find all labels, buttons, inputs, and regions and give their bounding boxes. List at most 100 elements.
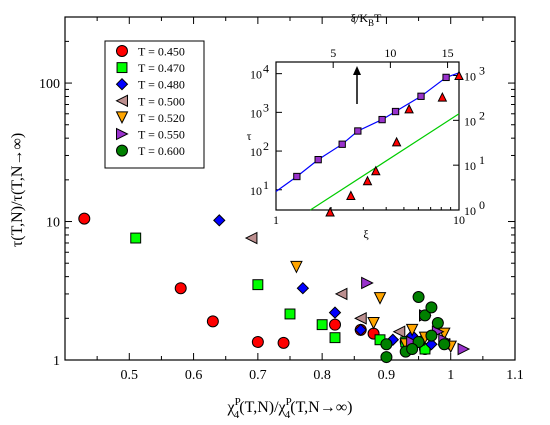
data-point-series-4 xyxy=(290,260,303,274)
data-point-series-0 xyxy=(78,212,91,225)
data-point-series-6 xyxy=(412,291,425,304)
inset-top-tick-label: 5 xyxy=(330,46,336,60)
x-tick-label: 0.9 xyxy=(378,368,396,383)
main-points xyxy=(78,212,471,364)
data-point-series-1 xyxy=(316,319,328,331)
inset-point-triangle xyxy=(454,70,464,80)
x-label-chi: χ xyxy=(227,399,236,416)
inset-right-tick-exponent: 3 xyxy=(479,63,485,77)
legend-marker-4 xyxy=(115,111,129,125)
legend-entry-0: T = 0.450 xyxy=(138,45,185,59)
x-label-sup-p2: P xyxy=(286,396,292,408)
legend: T = 0.450 T = 0.470 T = 0.480 T = 0.500 T = … xyxy=(104,40,205,169)
data-point-series-1 xyxy=(252,279,264,291)
x-label-sub-4b: 4 xyxy=(285,409,291,421)
inset-top-label-b: T xyxy=(374,11,382,25)
data-point-series-1 xyxy=(284,308,296,320)
inset-point-triangle xyxy=(325,206,335,217)
inset-arrow xyxy=(353,66,361,104)
x-tick-label: 1.1 xyxy=(506,368,524,383)
data-point-series-0 xyxy=(174,282,187,295)
inset-point-square xyxy=(417,92,425,100)
inset-lines xyxy=(275,72,460,211)
inset-right-tick-label: 10 xyxy=(464,69,476,83)
data-point-series-4 xyxy=(405,323,419,337)
data-point-series-6 xyxy=(431,317,444,330)
x-tick-label: 1 xyxy=(447,368,454,383)
data-point-series-6 xyxy=(425,329,438,342)
legend-entry-4: T = 0.520 xyxy=(138,111,185,125)
inset-y-tick-label: 10 xyxy=(250,184,262,198)
inset-point-square xyxy=(354,127,362,135)
data-point-series-2 xyxy=(354,323,367,337)
inset-point-triangle xyxy=(404,103,414,114)
inset-point-square xyxy=(442,73,450,82)
data-point-series-4 xyxy=(367,317,380,330)
inset-point-square xyxy=(391,107,400,116)
data-point-series-6 xyxy=(406,343,419,356)
inset-right-tick-exponent: 2 xyxy=(479,108,485,122)
inset-point-square xyxy=(293,172,301,181)
inset-point-triangle xyxy=(362,175,373,186)
data-point-series-1 xyxy=(130,232,142,244)
data-point-series-0 xyxy=(206,315,219,328)
data-point-series-2 xyxy=(425,338,438,351)
inset-top-label-sub: B xyxy=(368,18,374,28)
inset-point-square xyxy=(378,115,386,124)
inset-top-tick-label: 10 xyxy=(384,46,396,60)
inset-x-label: ξ xyxy=(363,227,369,241)
x-label-sup-p: P xyxy=(235,396,241,408)
legend-marker-3 xyxy=(115,94,128,108)
inset-y-tick-exponent: 2 xyxy=(263,139,269,153)
data-point-series-6 xyxy=(419,309,431,322)
legend-entry-1: T = 0.470 xyxy=(138,61,185,75)
data-point-series-5 xyxy=(361,276,374,290)
legend-entry-3: T = 0.500 xyxy=(138,94,185,108)
inset-right-tick-label: 10 xyxy=(464,159,476,173)
x-label-sub-4: 4 xyxy=(234,409,240,421)
inset-point-square xyxy=(314,155,322,164)
inset-points xyxy=(293,70,464,217)
data-point-series-2 xyxy=(296,281,310,295)
data-point-series-0 xyxy=(251,335,264,348)
data-point-series-4 xyxy=(373,292,387,305)
x-tick-label: 0.5 xyxy=(121,368,139,383)
inset-frame xyxy=(275,61,460,211)
y-tick-label: 1 xyxy=(53,354,60,369)
x-label-end: (T,N→∞) xyxy=(290,399,352,416)
x-tick-label: 0.7 xyxy=(249,368,267,383)
inset-top-tick-label: 15 xyxy=(442,46,454,60)
data-point-series-5 xyxy=(457,342,471,356)
data-point-series-3 xyxy=(354,312,367,325)
x-axis-label: χP 4(T,N)/χP 4(T,N→∞) xyxy=(227,396,353,421)
inset-y-tick-exponent: 1 xyxy=(263,178,269,192)
legend-marker-1 xyxy=(116,62,128,74)
inset-point-triangle xyxy=(437,91,448,102)
data-point-series-1 xyxy=(329,332,341,344)
inset-point-triangle xyxy=(346,190,356,201)
data-point-series-6 xyxy=(380,338,393,351)
data-point-series-6 xyxy=(438,338,451,351)
data-point-series-6 xyxy=(380,351,393,364)
legend-entry-2: T = 0.480 xyxy=(138,78,185,92)
legend-marker-2 xyxy=(115,77,129,91)
x-tick-label: 0.8 xyxy=(313,368,331,383)
y-tick-label: 100 xyxy=(39,77,60,92)
data-point-series-2 xyxy=(213,214,226,227)
legend-marker-6 xyxy=(116,144,128,157)
inset-y-tick-label: 10 xyxy=(250,106,262,120)
x-label-mid: (T,N)/χ xyxy=(239,399,286,416)
inset-point-triangle xyxy=(391,136,402,147)
inset-right-tick-label: 10 xyxy=(464,114,476,128)
inset-right-tick-exponent: 0 xyxy=(479,198,485,212)
legend-marker-0 xyxy=(116,45,128,57)
inset-top-label-a: ξ/K xyxy=(351,11,369,25)
data-point-series-3 xyxy=(334,287,348,301)
inset-top-label: ξ/KBT xyxy=(351,11,382,28)
y-tick-label: 10 xyxy=(46,216,60,231)
legend-entry-5: T = 0.550 xyxy=(138,128,185,142)
